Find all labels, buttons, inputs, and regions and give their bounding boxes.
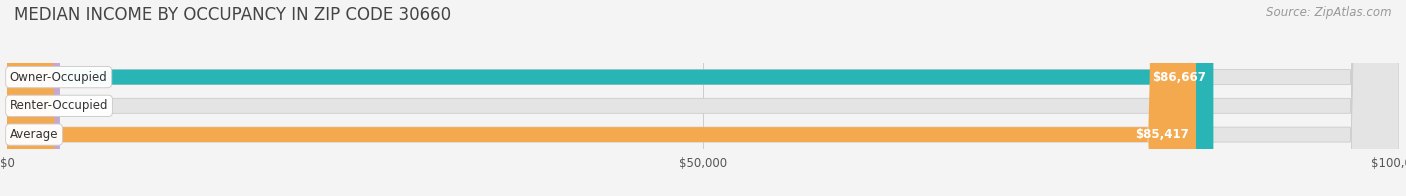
Text: Source: ZipAtlas.com: Source: ZipAtlas.com <box>1267 6 1392 19</box>
Text: Average: Average <box>10 128 58 141</box>
FancyBboxPatch shape <box>7 0 60 196</box>
FancyBboxPatch shape <box>7 0 1399 196</box>
FancyBboxPatch shape <box>7 0 1399 196</box>
Text: $86,667: $86,667 <box>1153 71 1206 83</box>
FancyBboxPatch shape <box>7 0 1197 196</box>
FancyBboxPatch shape <box>7 0 1213 196</box>
Text: MEDIAN INCOME BY OCCUPANCY IN ZIP CODE 30660: MEDIAN INCOME BY OCCUPANCY IN ZIP CODE 3… <box>14 6 451 24</box>
Text: $0: $0 <box>67 99 82 112</box>
Text: $85,417: $85,417 <box>1135 128 1189 141</box>
Text: Owner-Occupied: Owner-Occupied <box>10 71 108 83</box>
Text: Renter-Occupied: Renter-Occupied <box>10 99 108 112</box>
FancyBboxPatch shape <box>7 0 1399 196</box>
